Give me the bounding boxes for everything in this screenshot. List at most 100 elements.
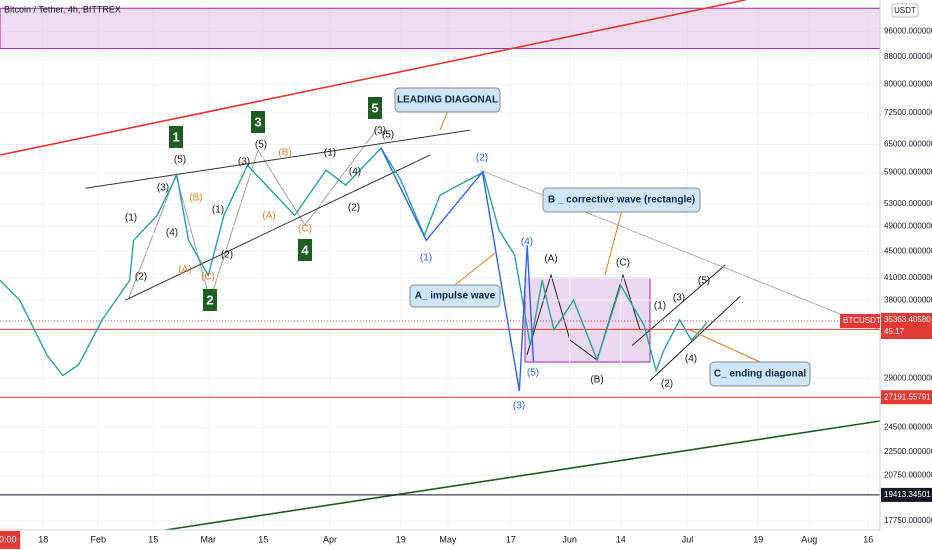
price-label: 27191.55791 <box>884 392 931 401</box>
trend-line <box>85 129 471 189</box>
wave-label: (B) <box>189 193 202 204</box>
wave-label: (3) <box>238 157 250 168</box>
price-label: 19413.34501 <box>884 490 931 499</box>
y-tick-label: 17750.000000 <box>884 516 932 525</box>
trend-line <box>0 0 746 156</box>
wave-label: (C) <box>298 224 312 235</box>
x-tick-label: Apr <box>323 534 337 544</box>
wave-label: (2) <box>661 379 673 390</box>
x-axis-bg <box>0 530 932 550</box>
wave-label: (A) <box>544 254 557 265</box>
currency: USDT <box>894 6 916 15</box>
x-tick-label: 17 <box>506 534 516 544</box>
wave-label: (2) <box>476 153 488 164</box>
wave-label: (B) <box>278 148 291 159</box>
wave-box <box>169 126 183 148</box>
cursor-x-label: 00:00 <box>0 534 16 544</box>
callout-box <box>542 187 701 213</box>
wave-label: (5) <box>527 368 539 379</box>
wave-box <box>203 289 217 311</box>
wave-label: (1) <box>420 253 432 264</box>
wave-label: 5 <box>371 100 378 115</box>
y-axis-bg <box>880 0 932 550</box>
wave-label: (1) <box>324 148 336 159</box>
y-tick-label: 41000.000000 <box>884 273 932 282</box>
trend-line <box>165 420 881 531</box>
y-tick-label: 96000.000000 <box>884 27 932 36</box>
y-tick-label: 24500.000000 <box>884 423 932 432</box>
wave-label: (2) <box>348 203 360 214</box>
callout-pointer <box>454 252 496 286</box>
price-badge <box>881 313 932 340</box>
wave-label: (1) <box>212 205 224 216</box>
y-tick-label: 20750.000000 <box>884 471 932 480</box>
chart-title: Bitcoin / Tether, 4h, BITTREX <box>4 4 121 14</box>
x-tick-label: Jul <box>682 534 694 544</box>
callout-box <box>709 361 811 387</box>
y-tick-label: 22500.000000 <box>884 447 932 456</box>
trend-line <box>649 296 741 381</box>
x-tick-label: 19 <box>753 534 763 544</box>
symbol-badge <box>840 314 880 329</box>
wave-label: (3) <box>513 401 525 412</box>
wave-label: (A) <box>262 211 275 222</box>
wave-label: (1) <box>654 301 666 312</box>
wave-label: (3) <box>673 293 685 304</box>
cursor-x-badge <box>0 531 21 549</box>
resistance-zone <box>0 7 881 50</box>
wave-label: (2) <box>135 272 147 283</box>
wave-label: (C) <box>201 272 215 283</box>
wave-label: (5) <box>174 155 186 166</box>
y-tick-label: 49000.000000 <box>884 222 932 231</box>
wave-label: (B) <box>590 375 603 386</box>
x-tick-label: 19 <box>396 534 406 544</box>
x-tick-label: 16 <box>863 534 873 544</box>
y-tick-label: 45000.000000 <box>884 246 932 255</box>
x-tick-label: May <box>439 534 457 544</box>
currency-badge <box>891 3 919 18</box>
callout-text: C_ ending diagonal <box>714 369 806 380</box>
price-badge <box>881 390 932 405</box>
x-tick-label: Jun <box>562 534 577 544</box>
wave-label: (C) <box>616 258 630 269</box>
y-tick-label: 72500.000000 <box>884 108 932 117</box>
wave-label: (5) <box>698 276 710 287</box>
y-tick-label: 80000.000000 <box>884 79 932 88</box>
wave-box <box>368 97 382 119</box>
callout-box <box>394 87 501 113</box>
symbol-label: BTCUSDT <box>843 316 881 325</box>
y-tick-label: 88000.000000 <box>884 52 932 61</box>
callout-pointer <box>689 329 761 363</box>
wave-label: (A) <box>178 265 191 276</box>
x-tick-label: Aug <box>801 534 817 544</box>
y-tick-label: 65000.000000 <box>884 140 932 149</box>
wave-label: (4) <box>349 167 361 178</box>
wave-label: (4) <box>685 354 697 365</box>
x-tick-label: Feb <box>90 534 106 544</box>
wave-label: (4) <box>521 237 533 248</box>
countdown: 45:17 <box>884 327 905 336</box>
callout-box <box>409 284 501 308</box>
rectangle-zone <box>524 277 651 363</box>
x-tick-label: 14 <box>616 534 626 544</box>
y-tick-label: 59000.000000 <box>884 168 932 177</box>
callout-text: B _ corrective wave (rectangle) <box>548 195 695 206</box>
callout-text: A_ impulse wave <box>415 291 496 302</box>
x-tick-label: 15 <box>258 534 268 544</box>
callout-text: LEADING DIAGONAL <box>397 95 498 106</box>
trend-line <box>631 264 726 346</box>
wave-label: (3) <box>157 183 169 194</box>
wave-label: 3 <box>254 114 261 129</box>
wave-label: 1 <box>172 129 179 144</box>
y-tick-label: 29000.000000 <box>884 374 932 383</box>
callout-pointer <box>439 111 448 131</box>
callout-pointer <box>604 211 622 276</box>
x-tick-label: Mar <box>200 534 216 544</box>
wave-box <box>298 239 312 261</box>
wave-label: (5) <box>255 140 267 151</box>
price-badge <box>881 487 932 502</box>
x-tick-label: 18 <box>38 534 48 544</box>
wave-label: (5) <box>382 130 394 141</box>
impulse-wave <box>380 147 535 391</box>
